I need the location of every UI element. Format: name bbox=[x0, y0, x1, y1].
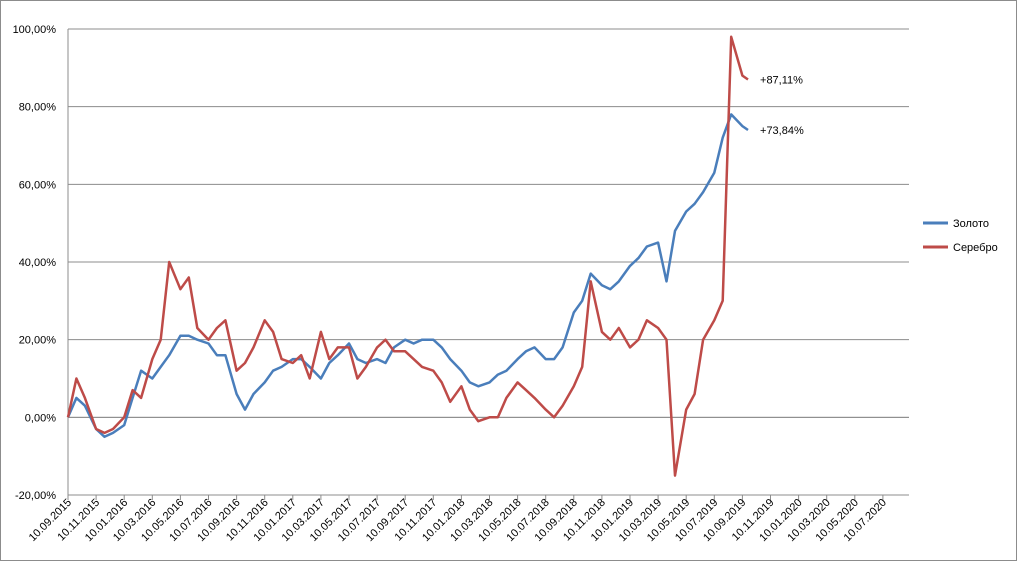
y-tick-label: -20,00% bbox=[15, 490, 56, 502]
end-value-label: +87,11% bbox=[760, 74, 803, 86]
grid-lines bbox=[68, 28, 909, 418]
series-line-2 bbox=[66, 35, 749, 477]
legend: Золото Серебро bbox=[923, 218, 998, 254]
y-tick-label: 40,00% bbox=[19, 257, 57, 269]
y-tick-label: 100,00% bbox=[13, 24, 57, 36]
y-tick-label: 0,00% bbox=[25, 412, 56, 424]
y-tick-label: 80,00% bbox=[19, 102, 57, 114]
legend-label: Серебро bbox=[953, 242, 998, 254]
x-tick-labels: 10.09.201510.11.201510.01.201610.03.2016… bbox=[27, 495, 889, 544]
y-tick-label: 20,00% bbox=[19, 335, 57, 347]
y-tick-labels: -20,00% 0,00% 20,00% 40,00% 60,00% 80,00% 100,… bbox=[13, 24, 57, 502]
series-line-1 bbox=[66, 113, 749, 439]
y-tick-label: 60,00% bbox=[19, 179, 57, 191]
end-value-labels: +73,84% +87,11% bbox=[760, 74, 804, 136]
series-lines bbox=[66, 35, 749, 477]
legend-label: Золото bbox=[953, 218, 989, 230]
end-value-label: +73,84% bbox=[760, 125, 804, 137]
